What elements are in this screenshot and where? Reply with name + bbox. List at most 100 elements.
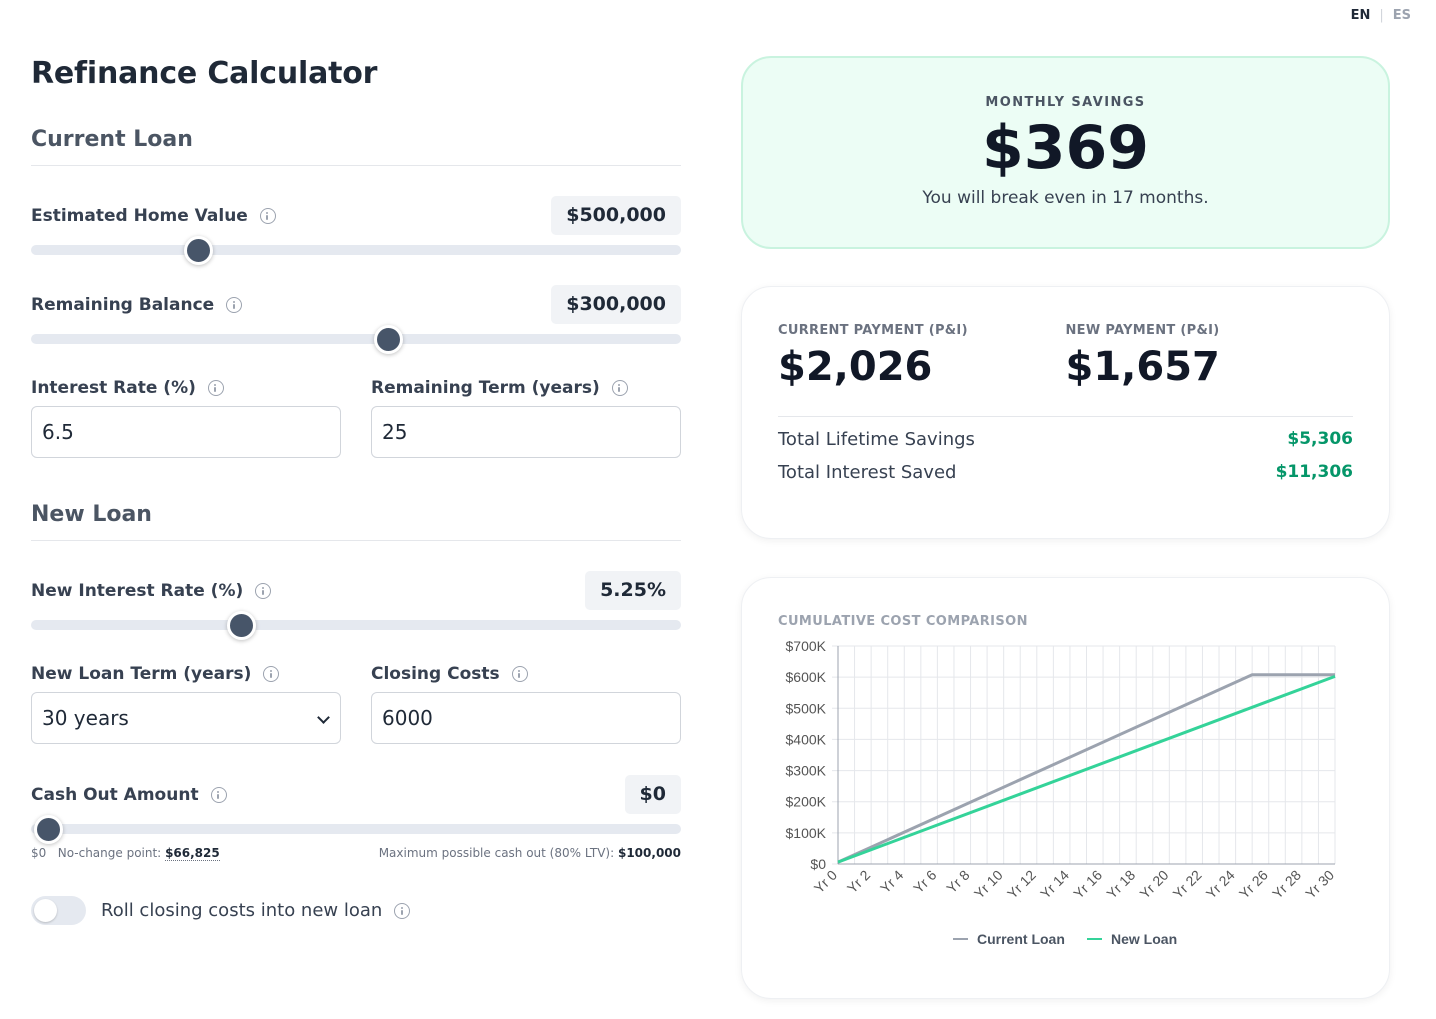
y-tick-label: $200K: [786, 794, 827, 810]
roll-costs-label: Roll closing costs into new loan: [101, 900, 383, 921]
legend-label: Current Loan: [977, 931, 1065, 947]
new-rate-slider[interactable]: [31, 610, 681, 640]
language-switcher: EN | ES: [1351, 8, 1411, 23]
y-tick-label: $400K: [786, 731, 827, 747]
cash-out-slider[interactable]: [31, 814, 681, 844]
page-title: Refinance Calculator: [31, 56, 378, 91]
info-icon[interactable]: [263, 666, 280, 682]
roll-costs-toggle[interactable]: [31, 896, 86, 925]
calculator-form: Refinance Calculator Current Loan Estima…: [31, 56, 681, 925]
interest-saved-label: Total Interest Saved: [778, 462, 957, 483]
info-icon[interactable]: [259, 207, 276, 224]
interest-rate-label: Interest Rate (%): [31, 378, 341, 398]
info-icon[interactable]: [255, 582, 272, 599]
y-tick-label: $700K: [786, 638, 827, 654]
cash-out-slider-footer: $0 No-change point: $66,825 Maximum poss…: [31, 846, 681, 861]
cash-out-display: $0: [624, 775, 681, 814]
x-tick-label: Yr 10: [971, 867, 1006, 902]
x-tick-label: Yr 30: [1302, 867, 1337, 902]
monthly-savings-label: MONTHLY SAVINGS: [985, 95, 1146, 110]
home-value-group: Estimated Home Value $500,000: [31, 196, 681, 265]
x-tick-label: Yr 22: [1170, 867, 1205, 902]
new-rate-group: New Interest Rate (%) 5.25%: [31, 571, 681, 640]
monthly-savings-value: $369: [982, 113, 1149, 183]
info-icon[interactable]: [511, 666, 528, 682]
x-tick-label: Yr 8: [943, 867, 973, 897]
new-payment-label: NEW PAYMENT (P&I): [1065, 323, 1220, 338]
x-tick-label: Yr 16: [1070, 867, 1105, 902]
cumulative-cost-chart: $0 $100K $200K $300K $400K $500K $600K $700K Yr …: [786, 638, 1338, 947]
cash-out-slider-thumb[interactable]: [33, 814, 63, 844]
x-tick-label: Yr 2: [844, 867, 874, 897]
balance-display: $300,000: [551, 285, 681, 324]
lifetime-savings-value: $5,306: [1287, 429, 1353, 449]
balance-group: Remaining Balance $300,000: [31, 285, 681, 354]
home-value-display: $500,000: [551, 196, 681, 235]
series-line-current-loan: [837, 673, 1335, 864]
new-rate-slider-thumb[interactable]: [226, 610, 256, 640]
new-term-label: New Loan Term (years): [31, 664, 341, 684]
interest-saved-value: $11,306: [1275, 462, 1353, 482]
current-payment-value: $2,026: [778, 344, 933, 390]
balance-label: Remaining Balance: [31, 295, 243, 315]
cash-out-group: Cash Out Amount $0 $0 No-change point: $…: [31, 775, 681, 861]
current-payment-label: CURRENT PAYMENT (P&I): [778, 323, 968, 338]
x-tick-label: Yr 28: [1269, 867, 1304, 902]
cash-out-label: Cash Out Amount: [31, 785, 227, 805]
new-term-select[interactable]: 30 years: [31, 692, 341, 744]
y-tick-label: $0: [810, 856, 826, 872]
x-tick-label: Yr 14: [1037, 867, 1072, 902]
balance-slider-thumb[interactable]: [374, 324, 404, 354]
current-payment: CURRENT PAYMENT (P&I) $2,026: [778, 323, 1066, 390]
x-tick-label: Yr 12: [1004, 867, 1039, 902]
legend-label: New Loan: [1111, 931, 1177, 947]
new-payment-value: $1,657: [1065, 344, 1220, 390]
home-value-slider-thumb[interactable]: [184, 235, 214, 265]
interest-rate-input[interactable]: 6.5: [31, 406, 341, 458]
remaining-term-input[interactable]: 25: [371, 406, 681, 458]
chart-title: CUMULATIVE COST COMPARISON: [778, 614, 1028, 629]
lang-es[interactable]: ES: [1392, 8, 1411, 23]
closing-costs-input[interactable]: 6000: [371, 692, 681, 744]
y-tick-label: $500K: [786, 700, 827, 716]
info-icon[interactable]: [611, 380, 628, 396]
info-icon[interactable]: [226, 296, 243, 313]
info-icon[interactable]: [207, 380, 224, 396]
chevron-down-icon: [317, 711, 330, 724]
lifetime-savings-row: Total Lifetime Savings $5,306: [778, 429, 1353, 450]
info-icon[interactable]: [394, 902, 411, 919]
remaining-term-label: Remaining Term (years): [371, 378, 681, 398]
max-cash-out-label: Maximum possible cash out (80% LTV):: [378, 846, 615, 860]
x-tick-label: Yr 4: [877, 867, 907, 897]
interest-saved-row: Total Interest Saved $11,306: [778, 462, 1353, 483]
x-tick-label: Yr 24: [1203, 867, 1238, 902]
chart-card: CUMULATIVE COST COMPARISON $0 $100K $200K $…: [741, 577, 1390, 999]
x-tick-label: Yr 18: [1103, 867, 1138, 902]
x-tick-label: Yr 6: [910, 867, 940, 897]
max-cash-out-value: $100,000: [617, 846, 681, 860]
no-change-value: $66,825: [165, 846, 220, 861]
y-tick-label: $600K: [786, 669, 827, 685]
home-value-slider[interactable]: [31, 235, 681, 265]
x-tick-label: Yr 26: [1236, 867, 1271, 902]
home-value-label: Estimated Home Value: [31, 206, 276, 226]
current-loan-heading: Current Loan: [31, 127, 681, 166]
new-rate-label: New Interest Rate (%): [31, 581, 272, 601]
new-term-costs-row: New Loan Term (years) 30 years Closing C…: [31, 664, 681, 744]
info-icon[interactable]: [210, 786, 227, 803]
y-tick-label: $100K: [786, 825, 827, 841]
closing-costs-label: Closing Costs: [371, 664, 681, 684]
new-loan-heading: New Loan: [31, 502, 681, 541]
new-rate-display: 5.25%: [585, 571, 681, 610]
balance-slider[interactable]: [31, 324, 681, 354]
payments-card: CURRENT PAYMENT (P&I) $2,026 NEW PAYMENT…: [741, 286, 1390, 539]
series-line-new-loan: [837, 674, 1336, 864]
lang-en[interactable]: EN: [1350, 8, 1371, 23]
x-tick-label: Yr 20: [1136, 867, 1171, 902]
cash-out-min: $0: [31, 846, 47, 860]
no-change-label: No-change point:: [57, 846, 162, 860]
monthly-savings-card: MONTHLY SAVINGS $369 You will break even…: [741, 56, 1390, 249]
current-rate-term-row: Interest Rate (%) 6.5 Remaining Term (ye…: [31, 378, 681, 458]
lifetime-savings-label: Total Lifetime Savings: [778, 429, 975, 450]
roll-costs-row: Roll closing costs into new loan: [31, 896, 681, 925]
